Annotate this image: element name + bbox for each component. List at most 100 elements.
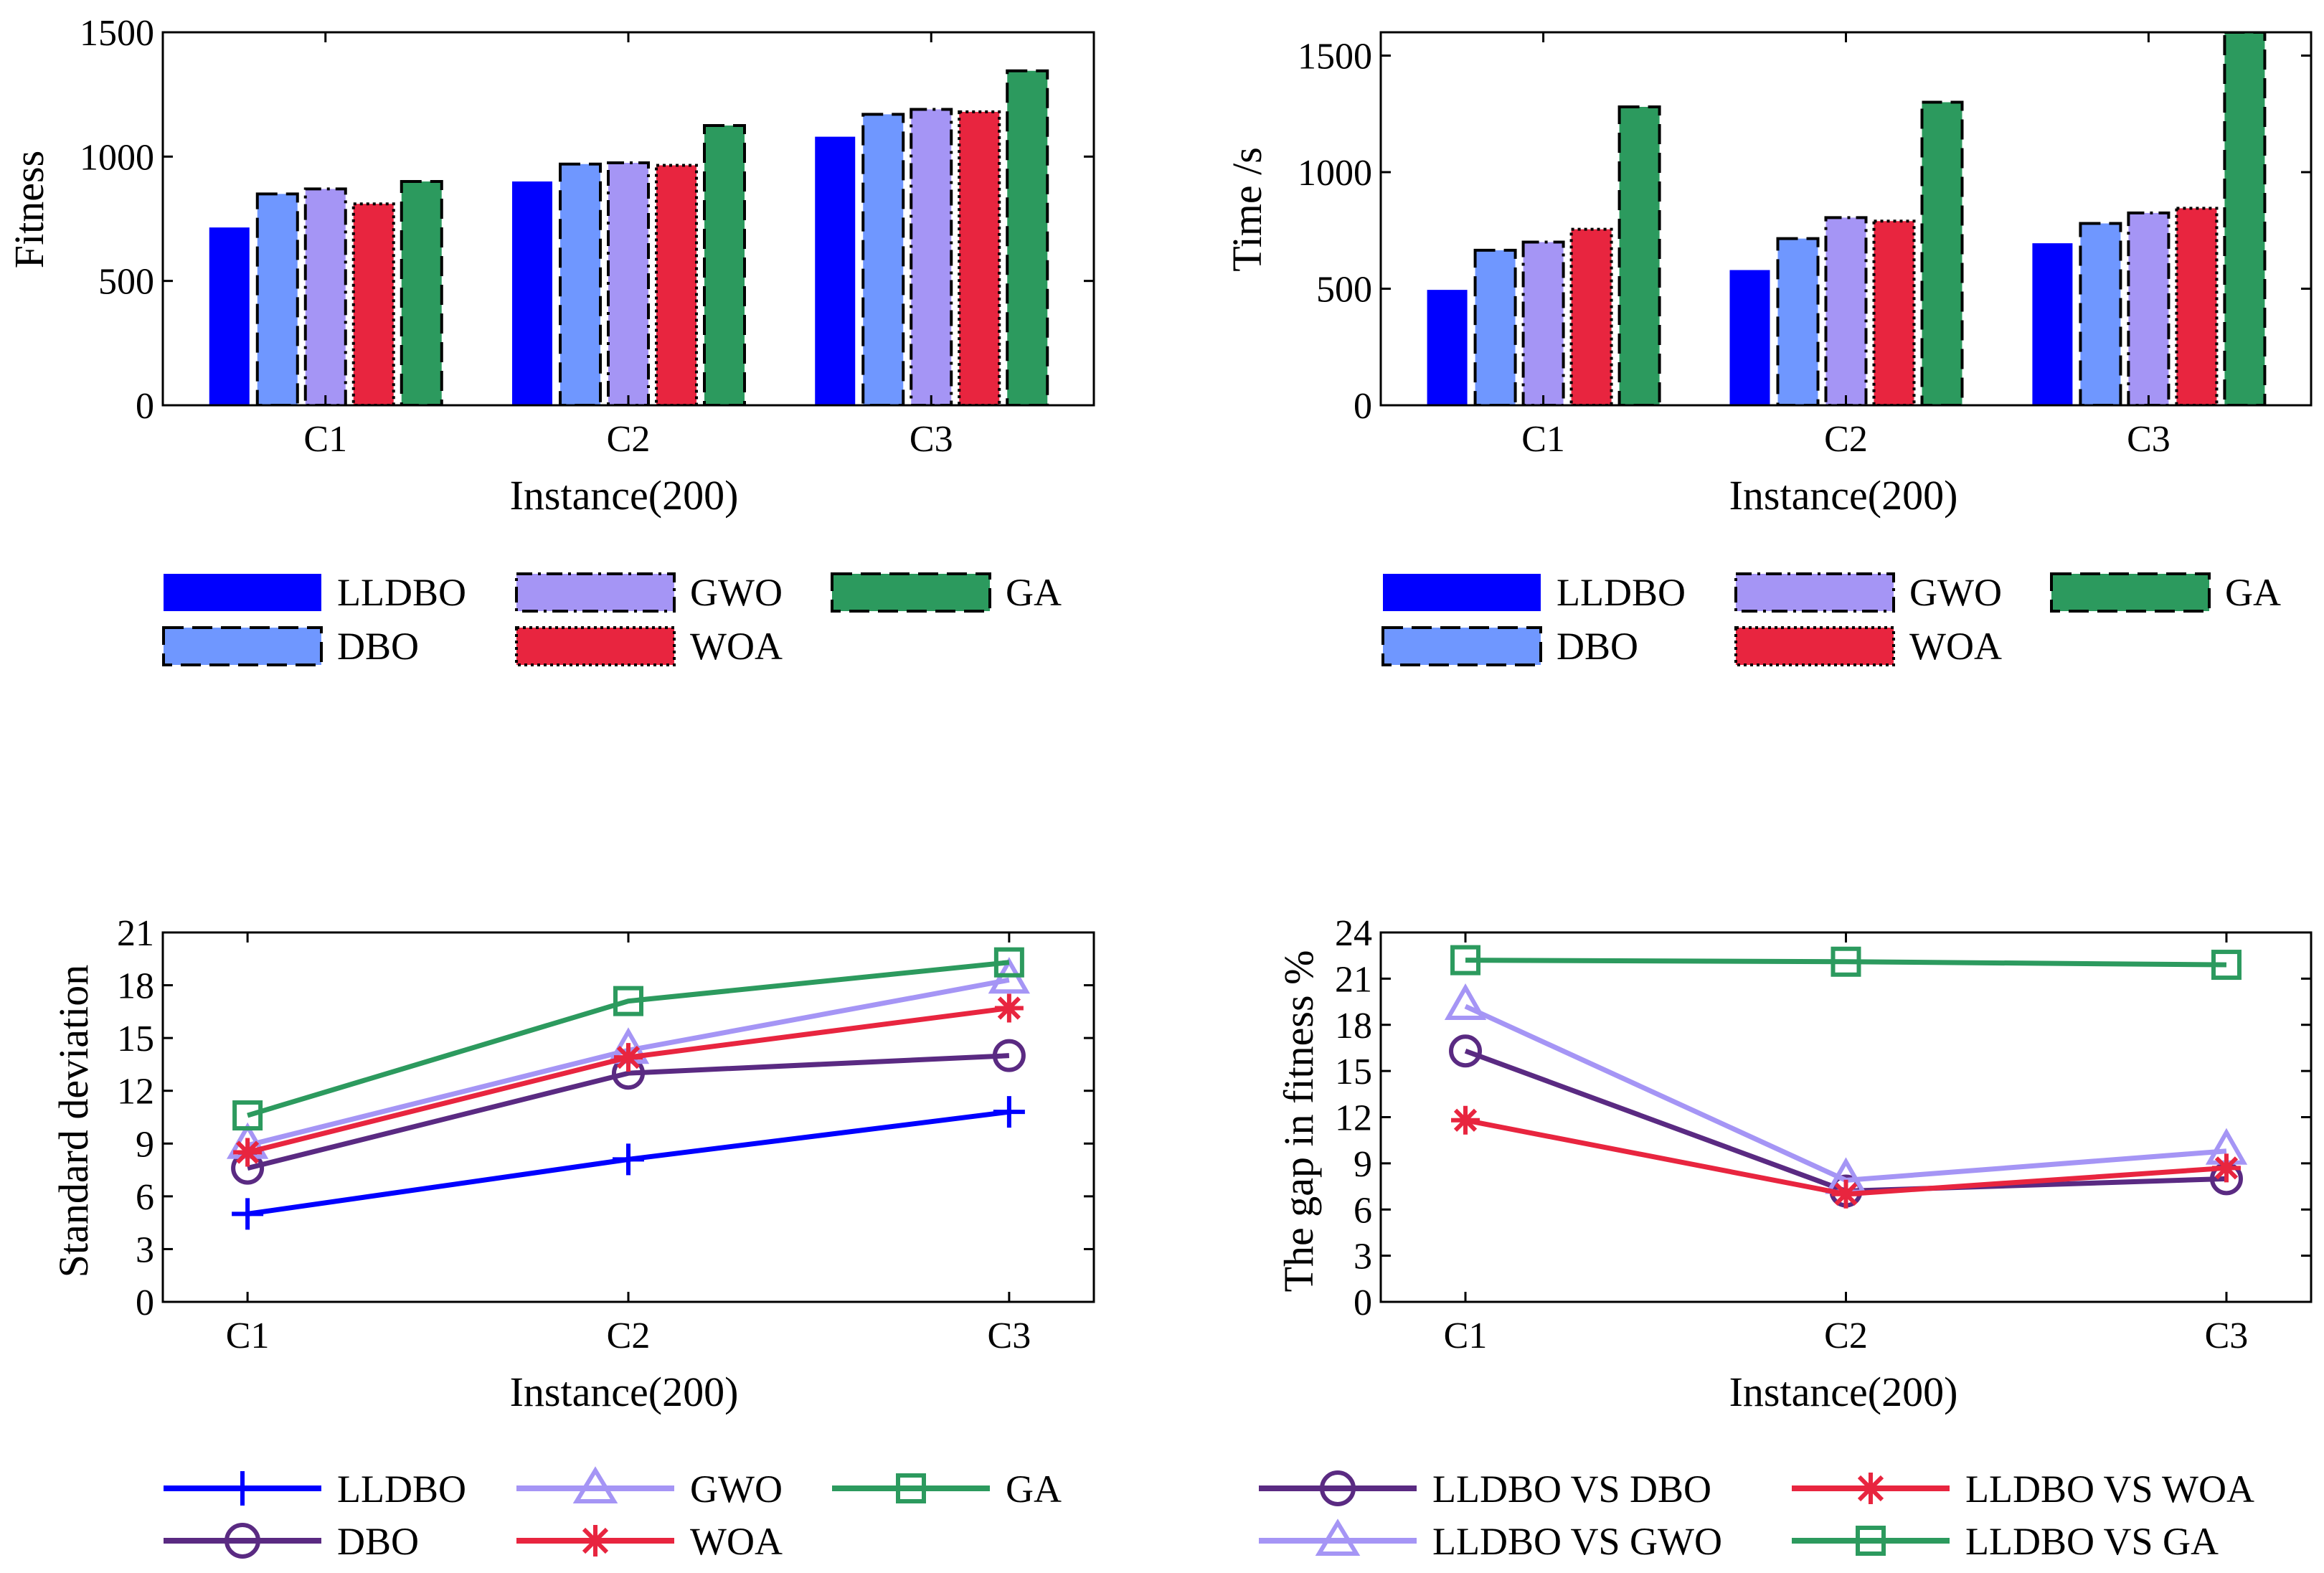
- fitness-legend-label-ga: GA: [1006, 571, 1062, 614]
- fitness-bars: [209, 69, 1049, 405]
- gap-axes-box: [1379, 931, 2313, 1303]
- gap-line-lldbo-vs-ga: [1465, 958, 2227, 968]
- time-legend-label-dbo: DBO: [1557, 625, 1638, 668]
- fitness-bar-ga-c1: [400, 180, 443, 405]
- fitness-ytick-label: 1000: [80, 137, 154, 178]
- gap-legend-label-gwo: LLDBO VS GWO: [1432, 1520, 1722, 1563]
- gap-ytick-label: 0: [1354, 1283, 1372, 1323]
- gap-point-lldbo-vs-gwo-c1: [1444, 983, 1487, 1020]
- stddev-legend-marker-ga: [896, 1473, 926, 1503]
- gap-legend-label-woa: LLDBO VS WOA: [1965, 1468, 2254, 1511]
- fitness-legend-box-lldbo: [164, 574, 321, 611]
- fitness-xtick-label: C1: [303, 419, 347, 460]
- fitness-legend-label-lldbo: LLDBO: [337, 571, 466, 614]
- stddev-ytick-label: 18: [117, 966, 154, 1007]
- stddev-ytick-label: 21: [117, 913, 154, 954]
- gap-ylabel: The gap in fitness %: [1275, 950, 1322, 1293]
- time-xtick-label: C3: [2127, 419, 2171, 460]
- gap-xtick-label: C1: [1444, 1315, 1488, 1356]
- time-bar-ga-c3: [2223, 32, 2267, 405]
- gap-point-lldbo-vs-woa-c3: [2211, 1153, 2241, 1183]
- fitness-bar-gwo-c2: [607, 161, 650, 405]
- stddev-point-ga-c2: [613, 986, 643, 1016]
- time-xtick-label: C2: [1824, 419, 1868, 460]
- time-legend-label-lldbo: LLDBO: [1557, 571, 1686, 614]
- fitness-legend-box-woa: [515, 626, 676, 666]
- stddev-legend-label-gwo: GWO: [690, 1468, 783, 1511]
- stddev-xtick-label: C1: [226, 1315, 270, 1356]
- time-xtick-label: C1: [1521, 419, 1565, 460]
- stddev-legend-marker-woa: [580, 1525, 611, 1557]
- stddev-point-lldbo-c2: [613, 1143, 644, 1176]
- fitness-bar-woa-c2: [655, 164, 698, 405]
- time-bars: [1427, 32, 2267, 405]
- stddev-point-woa-c1: [233, 1138, 263, 1167]
- time-bar-woa-c2: [1872, 219, 1916, 405]
- time-ylabel: Time /s: [1224, 147, 1270, 272]
- time-bar-woa-c1: [1569, 227, 1613, 405]
- time-bar-lldbo-c3: [2032, 243, 2073, 405]
- stddev-point-dbo-c3: [992, 1039, 1026, 1072]
- fitness-bar-ga-c3: [1006, 69, 1049, 405]
- time-ytick-label: 0: [1354, 386, 1372, 427]
- fitness-plot-area: 0 500 1000 1500 C1 C2 C3: [80, 13, 1095, 460]
- fitness-bar-dbo-c2: [559, 162, 602, 405]
- stddev-ytick-label: 3: [136, 1229, 154, 1270]
- time-bar-lldbo-c2: [1729, 270, 1770, 405]
- gap-ytick-label: 15: [1335, 1052, 1372, 1092]
- time-legend-box-ga: [2050, 572, 2211, 613]
- fitness-legend-label-woa: WOA: [690, 625, 783, 668]
- fitness-bar-dbo-c3: [861, 113, 905, 405]
- gap-ytick-label: 24: [1335, 913, 1372, 954]
- time-legend-box-woa: [1734, 626, 1895, 666]
- fitness-legend-label-dbo: DBO: [337, 625, 419, 668]
- gap-ytick-label: 6: [1354, 1190, 1372, 1231]
- stddev-legend: LLDBO DBO GWO WOA GA: [164, 1466, 1062, 1563]
- gap-point-lldbo-vs-ga-c3: [2211, 950, 2242, 981]
- gap-line-lldbo-vs-dbo: [1464, 1048, 2227, 1194]
- fitness-legend-label-gwo: GWO: [690, 571, 783, 614]
- fitness-bar-ga-c2: [703, 124, 746, 405]
- fitness-xtick-label: C3: [910, 419, 953, 460]
- stddev-ytick-label: 12: [117, 1072, 154, 1113]
- fitness-ytick-label: 1500: [80, 13, 154, 54]
- fitness-ylabel: Fitness: [6, 151, 52, 268]
- time-legend-box-lldbo: [1383, 574, 1541, 611]
- time-legend-box-dbo: [1381, 626, 1542, 666]
- gap-ytick-label: 12: [1335, 1098, 1372, 1139]
- fitness-legend-box-gwo: [515, 572, 676, 613]
- gap-point-lldbo-vs-woa-c2: [1831, 1179, 1861, 1209]
- fitness-ytick-label: 500: [98, 262, 154, 303]
- stddev-point-woa-c2: [614, 1043, 643, 1072]
- time-bar-dbo-c3: [2079, 222, 2122, 405]
- fitness-panel: Fitness Instance(200) 0 500 1000 1500 C1 C2 C3…: [6, 13, 1095, 668]
- stddev-xtick-label: C3: [988, 1315, 1031, 1356]
- gap-ytick-label: 3: [1354, 1237, 1372, 1277]
- gap-xtick-label: C3: [2205, 1315, 2249, 1356]
- fitness-xtick-label: C2: [607, 419, 651, 460]
- stddev-line-ga: [247, 960, 1010, 1118]
- gap-ytick-label: 18: [1335, 1006, 1372, 1047]
- stddev-legend-marker-lldbo: [225, 1471, 260, 1506]
- fitness-legend: LLDBO DBO GWO WOA GA: [162, 571, 1062, 668]
- gap-ytick-label: 21: [1335, 959, 1372, 1000]
- gap-legend-marker-woa: [1855, 1473, 1886, 1504]
- fitness-xlabel: Instance(200): [510, 472, 739, 519]
- gap-point-lldbo-vs-ga-c2: [1831, 946, 1861, 977]
- time-bar-gwo-c3: [2127, 211, 2171, 405]
- time-ytick-label: 1000: [1298, 153, 1372, 194]
- time-bar-woa-c3: [2175, 207, 2219, 405]
- stddev-ytick-label: 15: [117, 1019, 154, 1059]
- stddev-plot-area: 0 3 6 9 12 15 18 21 C1 C2 C3: [117, 913, 1095, 1356]
- time-bar-dbo-c1: [1473, 248, 1517, 405]
- stddev-ylabel: Standard deviation: [50, 965, 97, 1278]
- stddev-legend-label-ga: GA: [1006, 1468, 1062, 1511]
- stddev-legend-label-woa: WOA: [690, 1520, 783, 1563]
- fitness-bar-gwo-c1: [303, 187, 347, 405]
- stddev-legend-label-lldbo: LLDBO: [337, 1468, 466, 1511]
- gap-xtick-label: C2: [1824, 1315, 1868, 1356]
- time-ytick-label: 500: [1316, 270, 1372, 311]
- fitness-legend-box-ga: [831, 572, 991, 613]
- time-bar-gwo-c2: [1824, 216, 1868, 405]
